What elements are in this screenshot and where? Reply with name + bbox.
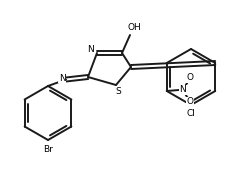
Text: N: N [87,45,93,54]
Text: O: O [186,98,193,106]
Text: Br: Br [43,144,53,153]
Text: O: O [186,74,193,82]
Text: S: S [115,88,121,97]
Text: N: N [179,85,186,95]
Text: N: N [59,74,65,83]
Text: Cl: Cl [187,110,196,119]
Text: OH: OH [127,22,141,32]
